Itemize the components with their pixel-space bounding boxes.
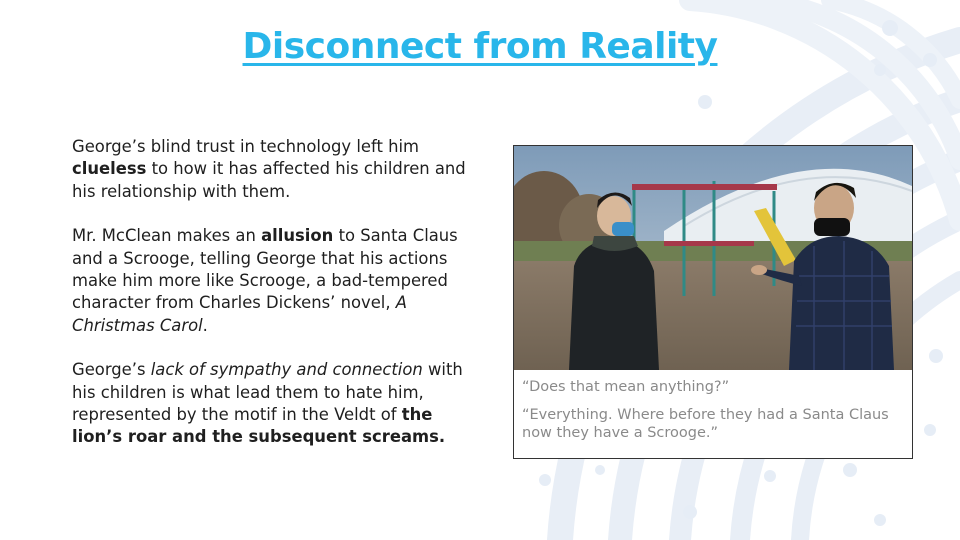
emphasis-italic: lack of sympathy and connection bbox=[150, 360, 423, 380]
segment: with his children is what lead them to h… bbox=[72, 360, 463, 424]
paragraph-3: George’s lack of sympathy and connection… bbox=[72, 359, 472, 448]
photo-card: “Does that mean anything?” “Everything. … bbox=[513, 145, 913, 459]
segment: Mr. McClean makes an bbox=[72, 226, 262, 246]
emphasis-bold: the lion’s roar and the subsequent screa… bbox=[72, 404, 446, 447]
body-text: George’s blind trust in technology left … bbox=[72, 136, 472, 471]
paragraph-1: George’s blind trust in technology left … bbox=[72, 136, 472, 203]
segment: . bbox=[202, 315, 208, 335]
book-title: A Christmas Carol bbox=[72, 293, 407, 335]
caption-quote-2: “Everything. Where before they had a San… bbox=[522, 407, 889, 441]
segment: to Santa Claus and a Scrooge, telling Ge… bbox=[72, 226, 458, 313]
emphasis-bold: allusion bbox=[261, 226, 334, 246]
photo-captions: “Does that mean anything?” “Everything. … bbox=[522, 378, 906, 452]
playground-photo bbox=[514, 146, 912, 370]
segment: to how it has affected his children and … bbox=[72, 159, 466, 201]
segment: George’s bbox=[72, 360, 151, 380]
paragraph-2: Mr. McClean makes an allusion to Santa C… bbox=[72, 225, 472, 336]
caption-quote-1: “Does that mean anything?” bbox=[522, 379, 730, 395]
emphasis-bold: clueless bbox=[72, 159, 147, 179]
segment: George’s blind trust in technology left … bbox=[72, 137, 419, 156]
slide-title: Disconnect from Reality bbox=[242, 26, 718, 67]
